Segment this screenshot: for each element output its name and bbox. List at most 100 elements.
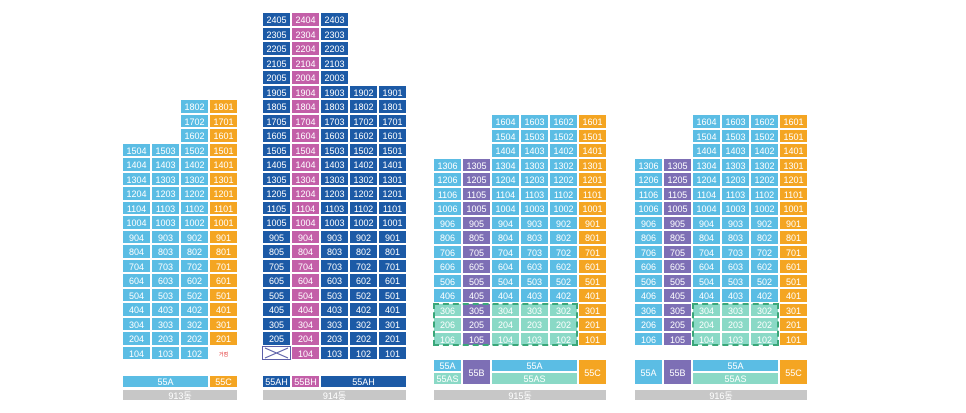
unit-cell: 304 [491, 302, 520, 317]
unit-cell: 1504 [291, 142, 320, 157]
unit-cell: 105 [663, 331, 692, 346]
unit-cell: 702 [349, 258, 378, 273]
unit-cell: 2204 [291, 41, 320, 56]
unit-cell: 1306 [634, 157, 663, 172]
unit-cell: 504 [491, 273, 520, 288]
unit-cell: 1203 [520, 172, 549, 187]
unit-cell: 502 [750, 273, 779, 288]
unit-cell: 1301 [378, 171, 407, 186]
unit-cell: 605 [462, 259, 491, 274]
unit-cell: 1206 [634, 172, 663, 187]
unit-cell: 904 [122, 229, 151, 244]
unit-cell: 505 [663, 273, 692, 288]
unit-cell: 101 [779, 331, 808, 346]
unit-cell: 1006 [433, 201, 462, 216]
unit-cell: 601 [209, 273, 238, 288]
unit-cell: 1603 [721, 114, 750, 129]
unit-cell: 805 [462, 230, 491, 245]
unit-cell: 2404 [291, 12, 320, 27]
unit-cell: 1103 [151, 200, 180, 215]
unit-cell: 206 [433, 317, 462, 332]
unit-cell: 603 [721, 259, 750, 274]
unit-cell: 504 [291, 287, 320, 302]
unit-cell: 304 [291, 316, 320, 331]
unit-cell: 1303 [151, 171, 180, 186]
unit-cell: 1901 [378, 84, 407, 99]
unit-cell: 705 [262, 258, 291, 273]
unit-cell: 206 [634, 317, 663, 332]
unit-cell: 102 [750, 331, 779, 346]
unit-cell: 2305 [262, 26, 291, 41]
unit-cell: 202 [180, 331, 209, 346]
unit-cell: 701 [578, 244, 607, 259]
unit-cell: 1601 [578, 114, 607, 129]
unit-cell: 401 [578, 288, 607, 303]
unit-cell: 102 [180, 345, 209, 360]
unit-cell: 1003 [320, 215, 349, 230]
unit-cell: 1605 [262, 128, 291, 143]
unit-cell: 1504 [491, 128, 520, 143]
unit-cell: 801 [378, 244, 407, 259]
unit-cell: 1003 [520, 201, 549, 216]
unit-cell: 105 [462, 331, 491, 346]
unit-cell: 202 [349, 331, 378, 346]
unit-cell: 1801 [378, 99, 407, 114]
unit-cell: 1103 [721, 186, 750, 201]
unit-cell: 2303 [320, 26, 349, 41]
unit-cell: 503 [721, 273, 750, 288]
unit-cell: 1205 [462, 172, 491, 187]
unit-cell: 504 [122, 287, 151, 302]
unit-cell: 903 [721, 215, 750, 230]
unit-cell: 1204 [491, 172, 520, 187]
unit-type-legend: 55A [433, 359, 462, 372]
unit-cell: 1006 [634, 201, 663, 216]
unit-cell: 901 [209, 229, 238, 244]
unit-cell: 1404 [122, 157, 151, 172]
unit-cell: 205 [262, 331, 291, 346]
unit-cell: 103 [520, 331, 549, 346]
unit-cell: 1201 [578, 172, 607, 187]
unit-cell: 805 [262, 244, 291, 259]
unit-cell: 1604 [692, 114, 721, 129]
unit-cell: 1805 [262, 99, 291, 114]
unit-cell: 104 [491, 331, 520, 346]
unit-cell: 1205 [262, 186, 291, 201]
unit-cell: 1404 [291, 157, 320, 172]
unit-cell: 803 [151, 244, 180, 259]
unit-cell: 1203 [721, 172, 750, 187]
unit-cell: 1105 [663, 186, 692, 201]
unit-cell: 305 [262, 316, 291, 331]
unit-cell: 1105 [462, 186, 491, 201]
unit-cell: 705 [462, 244, 491, 259]
unit-cell: 401 [378, 302, 407, 317]
unit-cell: 1103 [320, 200, 349, 215]
unit-cell: 2005 [262, 70, 291, 85]
unit-cell: 1201 [378, 186, 407, 201]
unit-cell: 1402 [349, 157, 378, 172]
unit-cell: 405 [663, 288, 692, 303]
unit-cell: 1004 [122, 215, 151, 230]
unit-cell: 1903 [320, 84, 349, 99]
unit-cell: 1504 [122, 142, 151, 157]
unit-cell: 1604 [491, 114, 520, 129]
unit-cell: 1602 [750, 114, 779, 129]
unit-cell: 2203 [320, 41, 349, 56]
unit-cell: 101 [578, 331, 607, 346]
unit-cell: 302 [549, 302, 578, 317]
unit-cell: 1802 [180, 99, 209, 114]
unit-cell: 701 [209, 258, 238, 273]
unit-cell: 1102 [549, 186, 578, 201]
unit-cell: 802 [750, 230, 779, 245]
unit-cell: 403 [721, 288, 750, 303]
unit-type-legend: 55AH [262, 375, 291, 388]
unit-cell: 602 [180, 273, 209, 288]
unit-cell: 202 [549, 317, 578, 332]
unit-cell: 606 [433, 259, 462, 274]
unit-cell: 403 [520, 288, 549, 303]
unit-cell: 305 [462, 302, 491, 317]
unit-cell: 904 [692, 215, 721, 230]
unit-cell: 1705 [262, 113, 291, 128]
unit-cell: 1403 [320, 157, 349, 172]
unit-cell: 606 [634, 259, 663, 274]
unit-cell: 1501 [209, 142, 238, 157]
